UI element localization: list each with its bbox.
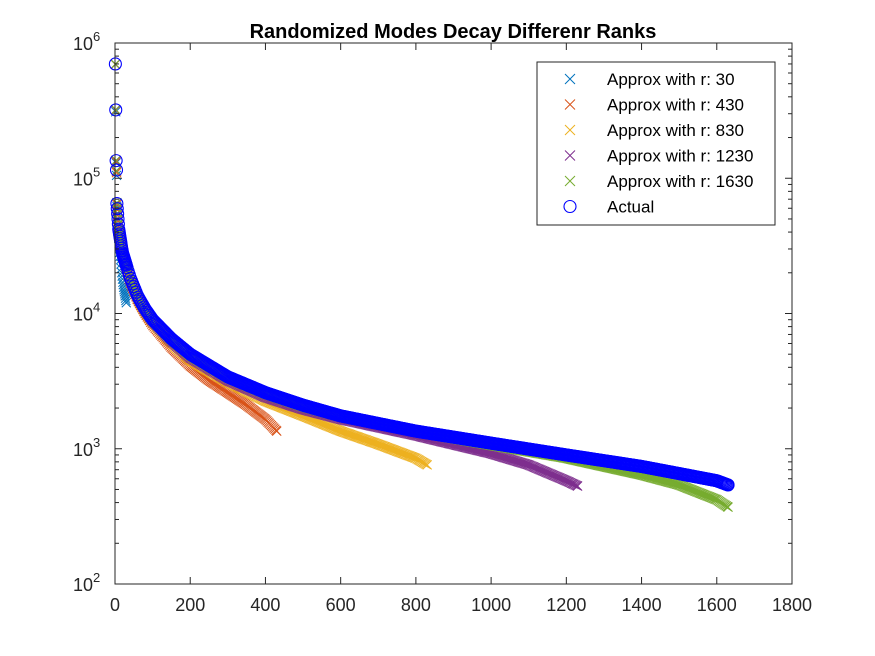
legend-box (536, 61, 776, 226)
x-tick-label: 0 (110, 595, 120, 615)
series-5-point (110, 197, 124, 211)
legend-marker (563, 199, 577, 214)
x-tick-label: 1600 (697, 595, 737, 615)
series-5-point (109, 103, 123, 117)
x-tick-label: 600 (326, 595, 356, 615)
legend-entry-label: Approx with r: 830 (607, 121, 744, 140)
series-4-point (723, 502, 733, 513)
series-0-point (121, 295, 131, 306)
y-tick-label: 106 (73, 29, 100, 54)
x-tick-label: 1000 (471, 595, 511, 615)
series-5-point (109, 163, 124, 177)
x-tick-label: 400 (250, 595, 280, 615)
y-tick-label: 102 (73, 570, 100, 595)
legend-entry-label: Approx with r: 30 (607, 70, 735, 89)
x-tick-label: 800 (401, 595, 431, 615)
legend-marker (564, 73, 576, 85)
chart-marks (108, 57, 735, 513)
y-tick-label: 104 (73, 300, 100, 325)
y-tick-label: 105 (73, 164, 100, 189)
series-2-point (422, 460, 433, 470)
axes: 0 200 400 600 800 1000 1200 1400 1600 1800 102 103 1… (73, 29, 812, 615)
series-5-point (109, 154, 123, 168)
legend-entry-label: Approx with r: 1230 (607, 147, 753, 166)
legend-marker (564, 150, 576, 161)
legend-entry-label: Approx with r: 1630 (607, 172, 753, 191)
legend-entry-label: Approx with r: 430 (607, 96, 744, 115)
y-tick-label: 103 (73, 435, 100, 460)
legend-marker (564, 175, 576, 187)
x-tick-label: 200 (175, 595, 205, 615)
legend-marker (564, 124, 576, 136)
chart-title: Randomized Modes Decay Differenr Ranks (250, 21, 657, 43)
legend: Approx with r: 30 Approx with r: 430 Appro… (536, 61, 776, 226)
x-tick-label: 1400 (622, 595, 662, 615)
legend-entry-label: Actual (607, 198, 654, 217)
series-3-point (572, 481, 583, 491)
series-0-point (121, 297, 132, 308)
series-4-point (111, 165, 122, 176)
series-5-point (111, 212, 125, 226)
series-5-point (110, 202, 124, 216)
series-1-point (271, 426, 282, 436)
legend-marker (564, 99, 576, 110)
series-4-point (111, 155, 121, 166)
series-5 (108, 57, 735, 492)
series-5-point (721, 478, 735, 492)
series-4-point (110, 104, 121, 115)
x-tick-label: 1800 (772, 595, 812, 615)
x-tick-label: 1200 (546, 595, 586, 615)
